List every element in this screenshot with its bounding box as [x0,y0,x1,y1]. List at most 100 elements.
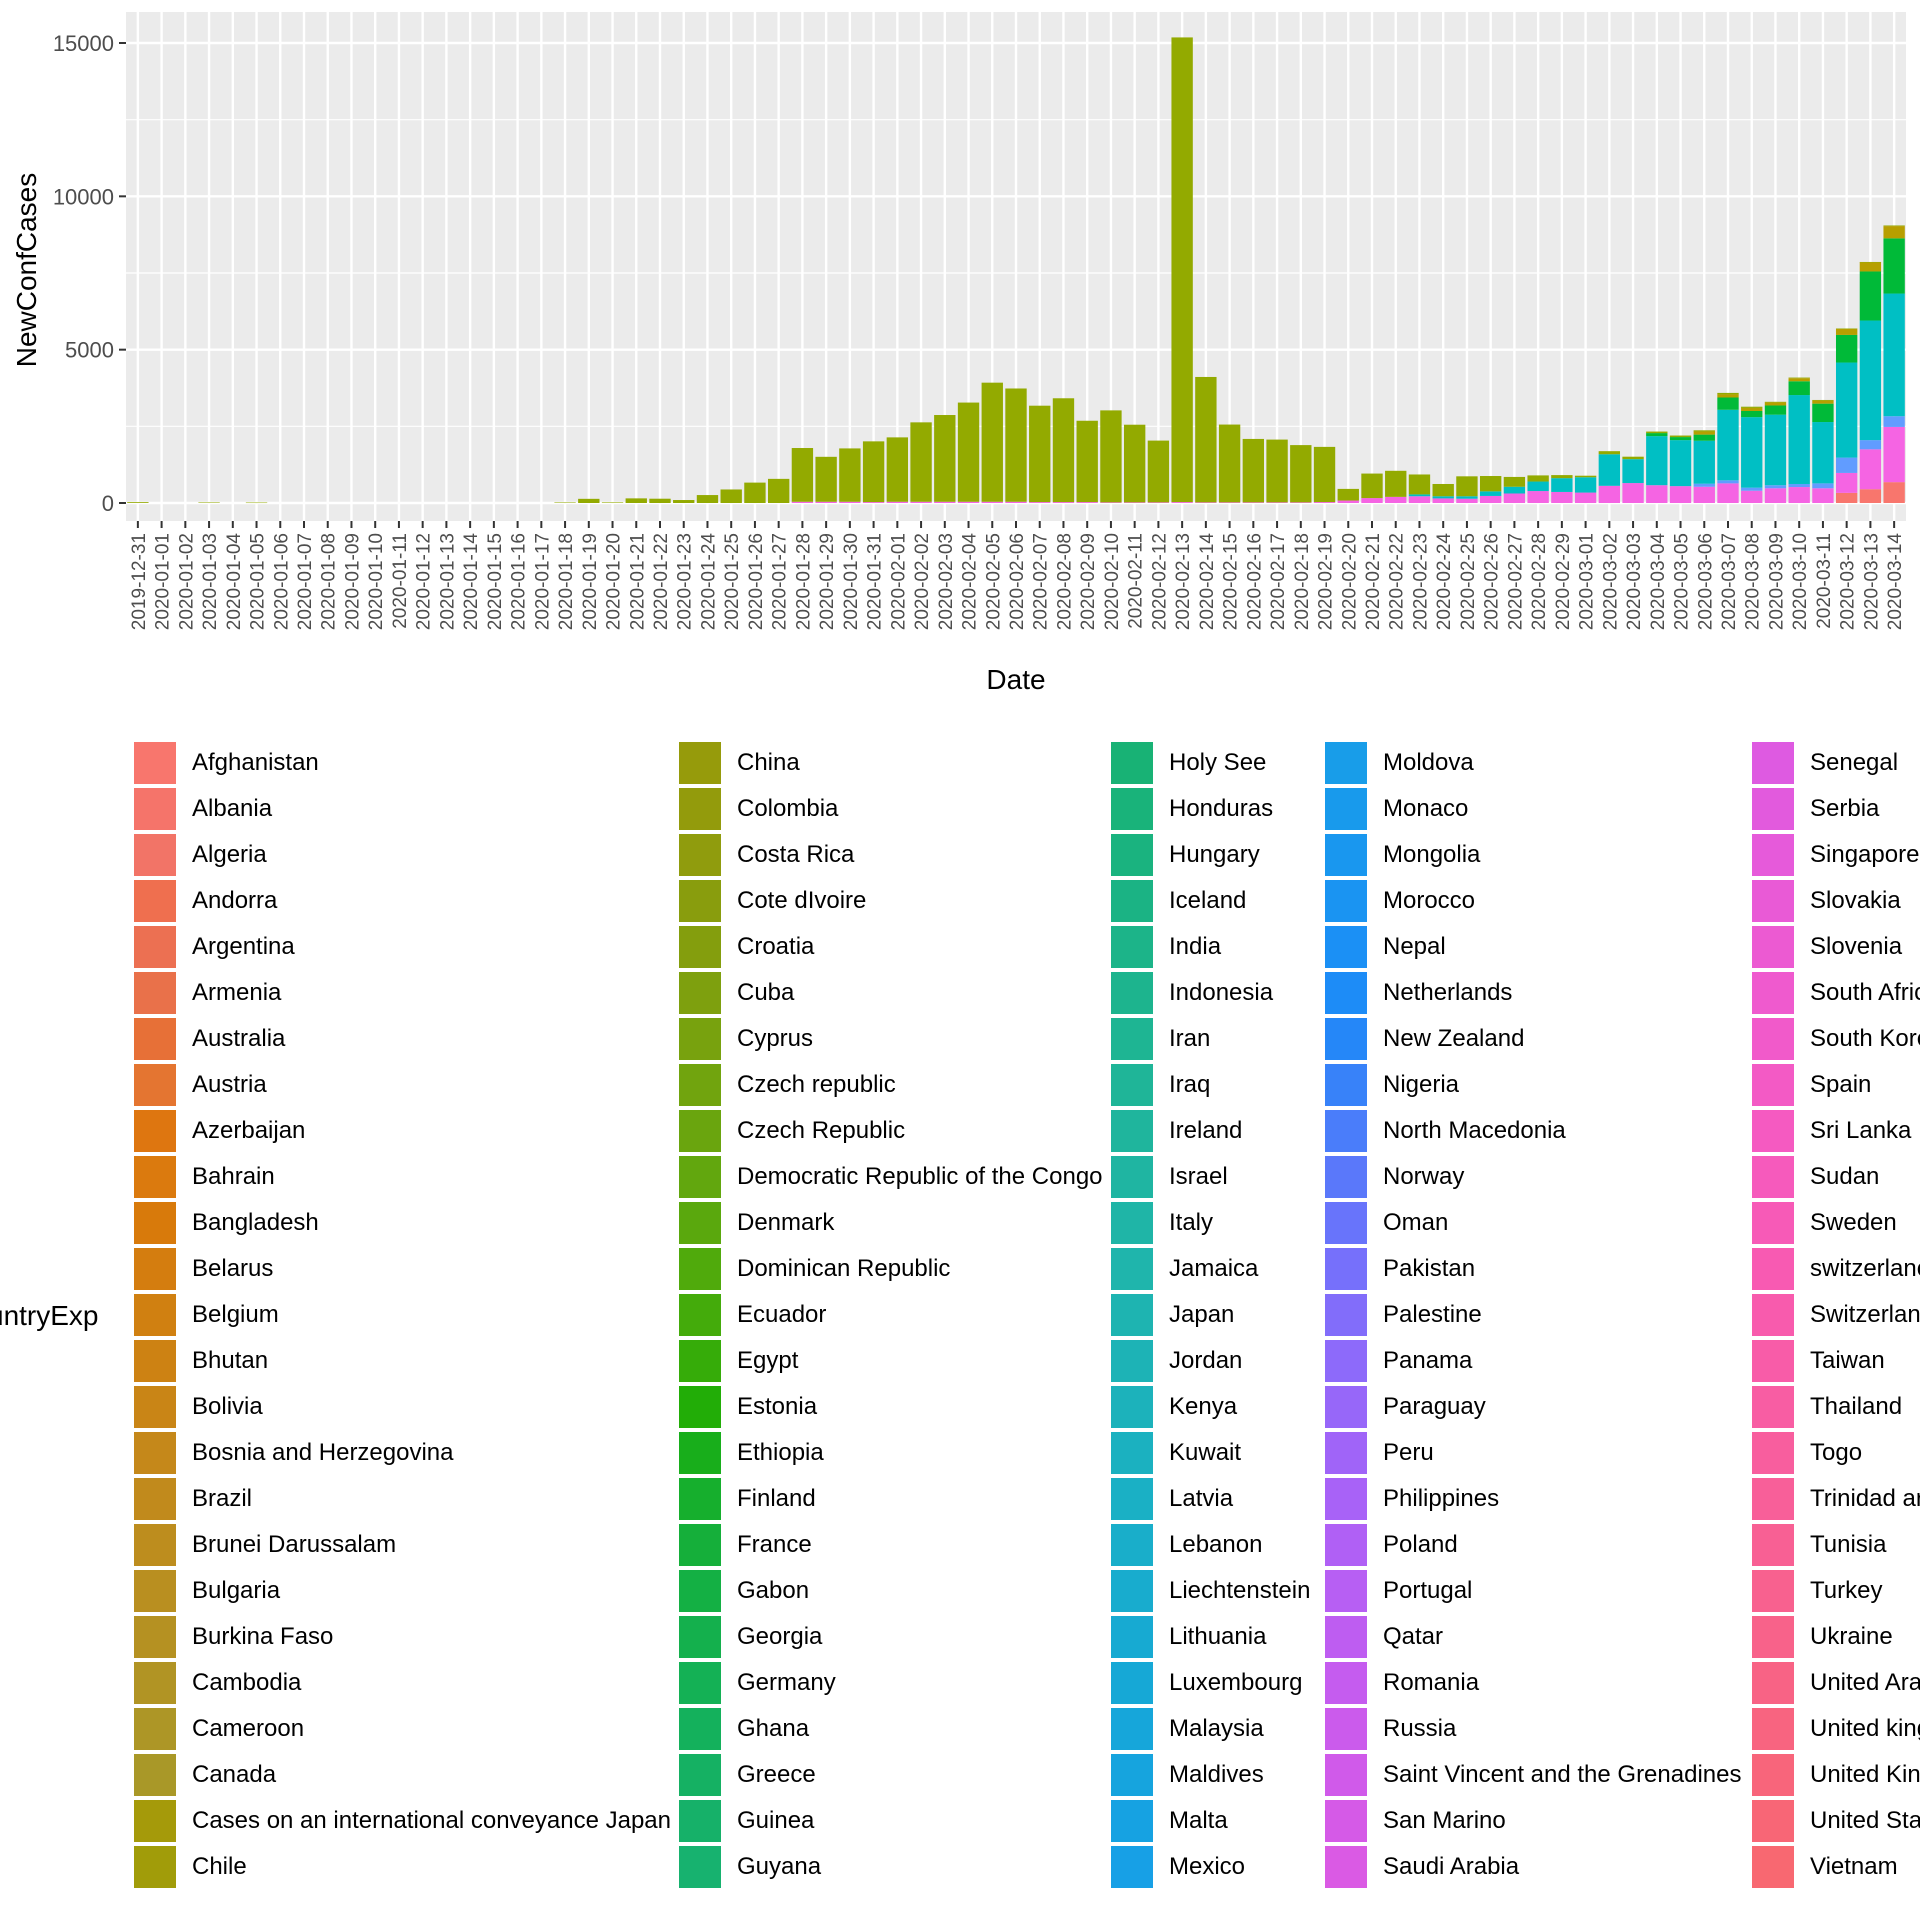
legend-item: Indonesia [1111,971,1273,1015]
legend-color-key [1111,1616,1153,1658]
legend-item: Bosnia and Herzegovina [134,1431,454,1475]
legend-item: Algeria [134,833,267,877]
x-tick-label: 2020-02-14 [1197,533,1218,631]
legend-color-key [134,1478,176,1520]
x-tick-label: 2020-02-04 [960,533,981,631]
legend-item: Romania [1325,1661,1479,1705]
bar-segment [1479,476,1502,492]
legend-item: Nigeria [1325,1063,1459,1107]
legend-item: South Afric [1752,971,1920,1015]
legend-label: Maldives [1169,1761,1264,1788]
bar-segment [245,502,268,504]
legend-item: Kenya [1111,1385,1237,1429]
legend-color-key [1325,1754,1367,1796]
legend-item: Senegal [1752,741,1898,785]
bar-segment [1195,502,1217,503]
x-tick-label: 2020-01-24 [698,533,719,631]
legend-item: Mexico [1111,1845,1245,1889]
legend-item: United Stat [1752,1799,1920,1843]
legend-item: Germany [679,1661,836,1705]
bar-segment [862,441,885,503]
legend-label: South Afric [1810,979,1920,1006]
bar-segment [1598,451,1621,455]
legend-item: Azerbaijan [134,1109,305,1153]
bar-segment [1646,485,1668,503]
legend-label: switzerlanc [1810,1255,1920,1282]
legend-item: Denmark [679,1201,834,1245]
legend-color-key [1111,742,1153,784]
legend-label: Azerbaijan [192,1117,306,1144]
legend-item: Togo [1752,1431,1862,1475]
legend-color-key [1325,1708,1367,1750]
x-tick-label: 2020-02-11 [1126,533,1147,629]
legend-color-key [1325,1156,1367,1198]
legend-label: Monaco [1383,795,1469,822]
legend-item: Hungary [1111,833,1260,877]
legend-color-key [1111,1478,1153,1520]
legend-color-key [134,1846,176,1888]
bar-segment [1503,486,1526,494]
x-tick-label: 2020-02-29 [1553,533,1574,630]
legend-item: Nepal [1325,925,1446,969]
bar-segment [1479,491,1502,496]
legend-item: Paraguay [1325,1385,1486,1429]
legend-color-key [1752,880,1794,922]
x-tick-label: 2020-02-20 [1339,533,1360,630]
legend-color-key [1752,926,1794,968]
legend-color-key [1325,1294,1367,1336]
legend-item: Saint Vincent and the Grenadines [1325,1753,1741,1797]
legend-label: Qatar [1383,1623,1444,1650]
legend-item: Iran [1111,1017,1210,1061]
legend-label: Moldova [1383,749,1474,776]
x-tick-label: 2020-02-03 [936,533,957,630]
legend-label: Georgia [737,1623,823,1650]
x-tick-label: 2020-02-25 [1458,533,1479,630]
bar-segment [1622,456,1644,460]
bar-segment [1764,414,1787,486]
legend-label: Malaysia [1169,1715,1264,1742]
legend-color-key [1752,834,1794,876]
bar-segment [1503,493,1526,503]
legend-color-key [1325,926,1367,968]
bar-segment [910,422,932,502]
legend-color-key [1325,742,1367,784]
legend-item: Palestine [1325,1293,1482,1337]
x-tick-label: 2020-01-28 [793,533,814,630]
x-tick-label: 2020-01-21 [627,533,648,630]
legend-color-key [1752,1248,1794,1290]
bar-segment [1218,502,1241,503]
legend-item: Greece [679,1753,816,1797]
legend-item: Netherlands [1325,971,1512,1015]
legend-label: Lebanon [1169,1531,1263,1558]
legend-item: North Macedonia [1325,1109,1566,1153]
bar-segment [1741,490,1763,503]
legend-item: Colombia [679,787,838,831]
legend-label: South Kore [1810,1025,1920,1052]
legend-color-key [1752,1662,1794,1704]
legend-color-key [134,880,176,922]
legend-label: Bahrain [192,1163,275,1190]
legend-item: Italy [1111,1201,1213,1245]
legend-color-key [1325,788,1367,830]
legend-color-key [1752,1432,1794,1474]
bar-segment [625,498,647,503]
legend-color-key [134,1662,176,1704]
legend-label: Slovenia [1810,933,1903,960]
legend-color-key [679,1018,721,1060]
x-tick-label: 2020-02-18 [1292,533,1313,630]
bar-segment [1883,426,1905,483]
legend-item: Jamaica [1111,1247,1258,1291]
bar-segment [1100,410,1122,503]
legend-item: Latvia [1111,1477,1233,1521]
bar-segment [1717,483,1739,503]
x-tick-label: 2020-03-08 [1743,533,1764,630]
bar-segment [1835,472,1858,493]
legend-label: Netherlands [1383,979,1513,1006]
legend-label: Slovakia [1810,887,1901,914]
bar-segment [578,498,600,503]
legend-item: Bulgaria [134,1569,280,1613]
legend-color-key [679,880,721,922]
legend-color-key [1111,1202,1153,1244]
bar-segment [839,448,861,502]
